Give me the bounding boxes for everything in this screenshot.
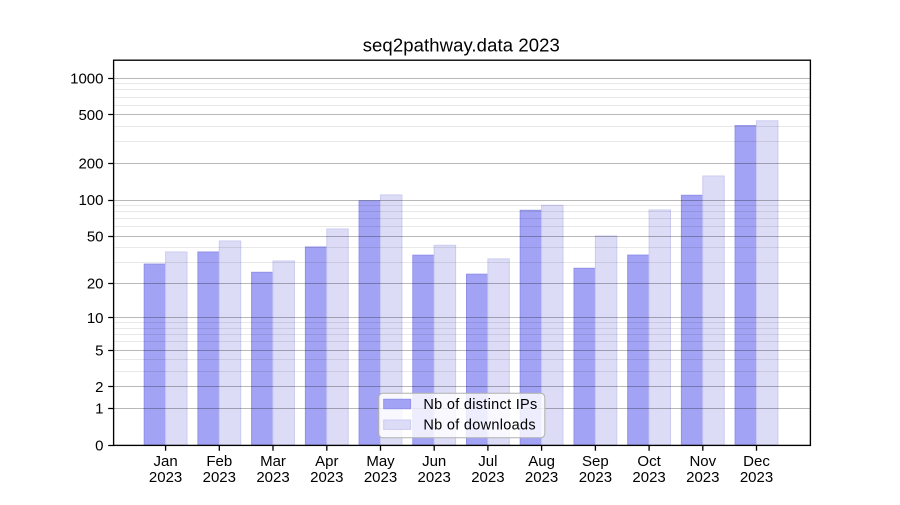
svg-text:1: 1 <box>95 401 103 418</box>
svg-text:Feb: Feb <box>206 453 232 470</box>
svg-text:2023: 2023 <box>149 469 182 486</box>
svg-text:Jul: Jul <box>478 453 497 470</box>
svg-text:100: 100 <box>78 192 103 209</box>
svg-text:Oct: Oct <box>637 453 661 470</box>
svg-text:2023: 2023 <box>418 469 451 486</box>
svg-text:Apr: Apr <box>315 453 338 470</box>
svg-text:1000: 1000 <box>70 70 103 87</box>
svg-text:2023: 2023 <box>632 469 665 486</box>
svg-text:500: 500 <box>78 107 103 124</box>
svg-text:Nb of distinct IPs: Nb of distinct IPs <box>423 397 537 413</box>
svg-text:May: May <box>366 453 395 470</box>
svg-text:Jan: Jan <box>154 453 178 470</box>
svg-text:0: 0 <box>95 438 103 455</box>
svg-text:2023: 2023 <box>364 469 397 486</box>
svg-text:2023: 2023 <box>310 469 343 486</box>
svg-text:Dec: Dec <box>743 453 770 470</box>
svg-text:Aug: Aug <box>528 453 555 470</box>
svg-text:Jun: Jun <box>422 453 446 470</box>
svg-text:Nb of downloads: Nb of downloads <box>423 418 536 434</box>
svg-text:2023: 2023 <box>579 469 612 486</box>
svg-text:Nov: Nov <box>689 453 716 470</box>
svg-text:2023: 2023 <box>686 469 719 486</box>
svg-text:10: 10 <box>87 310 104 327</box>
svg-text:2023: 2023 <box>740 469 773 486</box>
svg-text:2023: 2023 <box>525 469 558 486</box>
svg-text:2023: 2023 <box>203 469 236 486</box>
svg-text:5: 5 <box>95 342 103 359</box>
svg-text:2023: 2023 <box>256 469 289 486</box>
svg-text:50: 50 <box>87 229 104 246</box>
svg-text:2: 2 <box>95 379 103 396</box>
svg-text:seq2pathway.data 2023: seq2pathway.data 2023 <box>363 35 560 56</box>
svg-text:Sep: Sep <box>582 453 609 470</box>
svg-text:200: 200 <box>78 156 103 173</box>
svg-text:Mar: Mar <box>260 453 286 470</box>
svg-text:2023: 2023 <box>471 469 504 486</box>
svg-text:20: 20 <box>87 276 104 293</box>
